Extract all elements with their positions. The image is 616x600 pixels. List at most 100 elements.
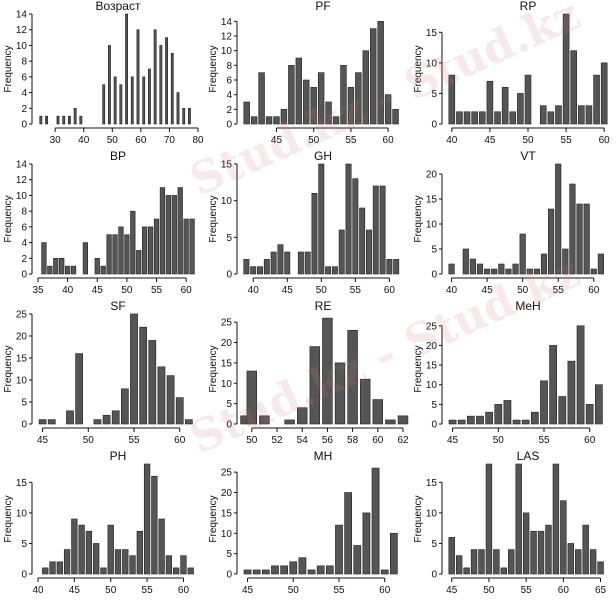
x-tick-label: 60 [178, 585, 190, 596]
histogram-bar [41, 242, 47, 275]
y-tick-label: 10 [426, 220, 438, 231]
histogram-bar [347, 329, 358, 425]
histogram-SF: SF Frequency 0 5 10 15 20 25 45 50 55 60 [3, 300, 193, 446]
histogram-bar [522, 512, 530, 575]
histogram-bar [295, 57, 303, 125]
histogram-bar [153, 218, 160, 275]
y-axis-label: Frequency [3, 195, 14, 242]
histogram-bar [322, 317, 333, 425]
histogram-MeH: MeH Frequency 0 5 10 15 20 25 45 50 55 60 [413, 300, 603, 446]
histogram-bar [448, 419, 457, 425]
histogram-bar [173, 567, 180, 575]
histogram-bar [130, 313, 138, 425]
y-tick-label: 2 [21, 104, 27, 115]
histogram-bar [585, 404, 594, 425]
y-tick-label: 14 [16, 160, 28, 171]
histogram-bar [479, 111, 486, 125]
x-tick-label: 60 [599, 135, 611, 146]
y-axis-label: Frequency [413, 45, 424, 92]
x-tick-label: 55 [538, 435, 550, 446]
histogram-bar [548, 208, 555, 275]
histogram-bar [362, 512, 371, 575]
y-tick-label: 25 [16, 310, 28, 321]
histogram-bar [66, 410, 74, 425]
histogram-bar [288, 65, 295, 125]
histogram-bar [120, 388, 129, 425]
histogram-bar [280, 565, 289, 575]
histogram-bar [576, 325, 585, 425]
histogram-RE: RE Frequency 0 5 10 15 20 25 50 52 54 56 58 60 62 [208, 300, 409, 446]
histogram-GH: GH Frequency 0 5 10 15 40 45 50 55 60 [208, 150, 400, 296]
histogram-bar [147, 226, 154, 275]
histogram-bar [59, 257, 65, 275]
histogram-bar [545, 524, 552, 575]
histogram-bar [386, 259, 393, 275]
histogram-bar [508, 549, 515, 575]
histogram-bar [582, 524, 589, 575]
y-axis-label: Frequency [3, 495, 14, 542]
histogram-bar [539, 105, 547, 125]
histogram-bar [139, 326, 148, 425]
x-tick-label: 45 [242, 585, 254, 596]
histogram-bar [296, 407, 308, 425]
x-tick-label: 40 [32, 585, 44, 596]
y-tick-label: 12 [16, 25, 28, 36]
x-tick-label: 52 [271, 435, 283, 446]
y-tick-label: 5 [21, 398, 27, 409]
histogram-bar [56, 115, 60, 125]
histogram-bar [597, 253, 604, 275]
histogram-bar [393, 259, 400, 275]
histogram-bar [456, 111, 463, 125]
y-tick-label: 8 [21, 57, 27, 68]
histogram-bar [463, 111, 471, 125]
histogram-title: RP [520, 0, 537, 13]
histogram-bar [537, 530, 545, 575]
histogram-bar [93, 543, 100, 575]
histogram-bar [362, 50, 369, 125]
y-tick-label: 5 [226, 549, 232, 560]
histogram-VT: VT Frequency 0 5 10 15 20 40 45 50 55 60 [413, 150, 604, 296]
x-tick-label: 50 [483, 585, 495, 596]
histogram-bar [377, 21, 384, 125]
histogram-bar [159, 45, 163, 125]
y-tick-label: 15 [16, 354, 28, 365]
histogram-title: VT [520, 150, 536, 163]
histogram-bar [130, 210, 136, 275]
x-tick-label: 60 [588, 285, 600, 296]
x-tick-label: 50 [107, 135, 119, 146]
histogram-bar [503, 400, 512, 425]
y-tick-label: 20 [426, 170, 438, 181]
x-tick-label: 60 [181, 285, 193, 296]
histogram-bar [530, 411, 539, 425]
x-tick-label: 45 [282, 285, 294, 296]
histogram-bar [165, 555, 173, 575]
histogram-bar [307, 569, 316, 575]
histogram-bar [175, 397, 184, 425]
histogram-bar [243, 569, 252, 575]
histogram-bar [93, 419, 102, 425]
histogram-bar [243, 101, 250, 125]
histogram-bar [512, 263, 519, 275]
histogram-bar [463, 567, 470, 575]
x-tick-label: 50 [493, 435, 505, 446]
x-tick-label: 50 [522, 135, 534, 146]
histogram-bar [273, 116, 280, 125]
histogram-bar [304, 251, 311, 275]
x-tick-label: 60 [174, 435, 186, 446]
histogram-Возраст: Возраст Frequency 0 2 4 6 8 10 12 14 30 40 50 60 70 80 [3, 0, 204, 146]
histogram-bar [470, 549, 478, 575]
histogram-bar [102, 414, 111, 425]
x-tick-label: 45 [482, 285, 494, 296]
histogram-bar [371, 467, 380, 575]
histogram-title: LAS [517, 450, 540, 463]
x-tick-label: 45 [69, 585, 81, 596]
histogram-bar [265, 116, 273, 125]
y-tick-label: 0 [226, 120, 232, 131]
histogram-bar [347, 87, 355, 125]
histogram-bar [166, 375, 175, 425]
x-tick-label: 55 [561, 135, 573, 146]
x-tick-label: 40 [78, 135, 90, 146]
y-tick-label: 14 [221, 17, 233, 28]
y-tick-label: 10 [426, 58, 438, 69]
